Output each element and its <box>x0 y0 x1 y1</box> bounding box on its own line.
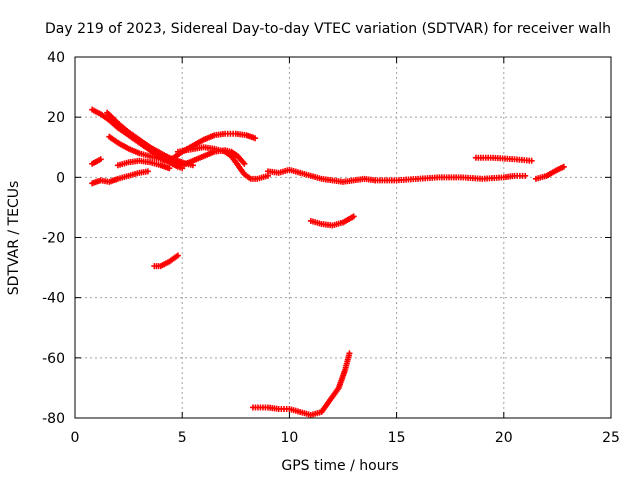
series-arc-6 <box>114 157 173 172</box>
series-arc-4 <box>89 156 104 167</box>
x-tick-label: 20 <box>495 430 513 446</box>
grid <box>75 57 611 418</box>
y-tick-label: -40 <box>42 291 65 307</box>
x-tick-label: 15 <box>388 430 406 446</box>
x-tick-label: 0 <box>71 430 80 446</box>
x-tick-label: 10 <box>280 430 298 446</box>
data-point <box>241 160 248 167</box>
series-arc-15 <box>307 213 357 229</box>
y-tick-label: 0 <box>56 170 65 186</box>
data-point <box>144 168 151 175</box>
series-arc-14 <box>151 252 181 270</box>
data-point <box>522 172 529 179</box>
axis-ticks: 0 5 10 15 20 25 -80 -60 -40 -20 0 20 40 <box>42 50 620 446</box>
x-tick-label: 25 <box>602 430 620 446</box>
data-point <box>346 350 353 357</box>
y-axis-label: SDTVAR / TECUs <box>6 181 22 296</box>
series-arc-13 <box>532 163 567 182</box>
series-arc-9 <box>179 147 248 169</box>
data-point <box>174 252 181 259</box>
data-point <box>166 165 173 172</box>
series-arc-11 <box>372 172 529 184</box>
y-tick-label: 40 <box>47 50 65 66</box>
data-point <box>560 163 567 170</box>
y-tick-label: -80 <box>42 411 65 427</box>
series-arc-12 <box>472 154 535 164</box>
data-point <box>350 213 357 220</box>
data-point <box>97 156 104 163</box>
data-series <box>89 106 567 418</box>
series-arc-8 <box>174 144 271 182</box>
y-tick-label: -20 <box>42 231 65 247</box>
x-tick-label: 5 <box>178 430 187 446</box>
x-axis-label: GPS time / hours <box>281 458 398 474</box>
data-point <box>528 157 535 164</box>
y-tick-label: 20 <box>47 110 65 126</box>
plot-frame <box>74 56 612 419</box>
data-point <box>252 135 259 142</box>
chart-title: Day 219 of 2023, Sidereal Day-to-day VTE… <box>45 21 611 37</box>
y-tick-label: -60 <box>42 351 65 367</box>
series-arc-16 <box>249 350 353 418</box>
series-arc-5 <box>89 168 151 187</box>
